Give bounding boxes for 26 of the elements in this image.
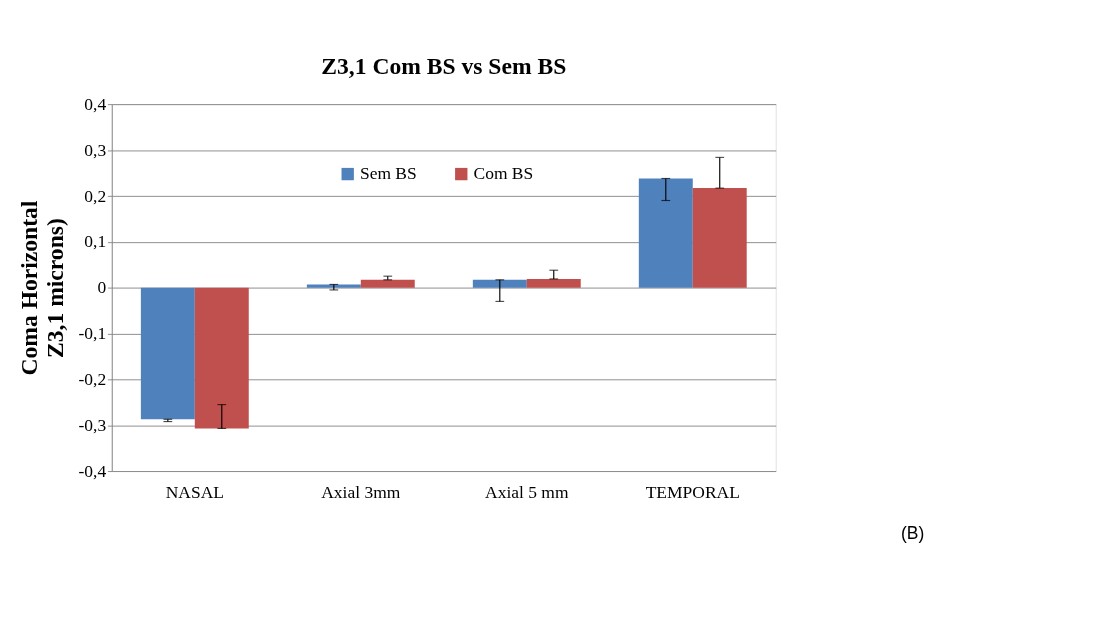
bar [638,178,693,288]
chart-title: Z3,1 Com BS vs Sem BS [321,53,567,80]
x-tick-label: Axial 5 mm [485,481,569,502]
y-tick-label: 0,3 [84,139,107,160]
y-tick-label: -0,1 [78,323,107,344]
y-tick-label: -0,4 [78,460,107,481]
bar [472,279,527,288]
x-tick-label: TEMPORAL [645,481,740,502]
y-axis-title: Coma Horizontal Z3,1 microns) [16,200,68,376]
bar [692,188,747,288]
bar [360,279,415,288]
y-tick-label: 0,4 [84,93,107,114]
bar [194,287,249,429]
y-tick-label: -0,3 [78,414,107,435]
bar [140,287,195,420]
bar [526,278,581,288]
legend-label: Com BS [473,163,534,184]
y-tick-label: 0 [97,277,107,298]
bar [306,284,361,288]
x-tick-label: Axial 3mm [321,481,401,502]
y-tick-label: 0,2 [84,185,107,206]
legend-label: Sem BS [359,163,417,184]
x-tick-label: NASAL [165,481,224,502]
y-tick-label: 0,1 [84,231,107,252]
y-tick-label: -0,2 [78,369,107,390]
text: (B) [900,523,925,544]
